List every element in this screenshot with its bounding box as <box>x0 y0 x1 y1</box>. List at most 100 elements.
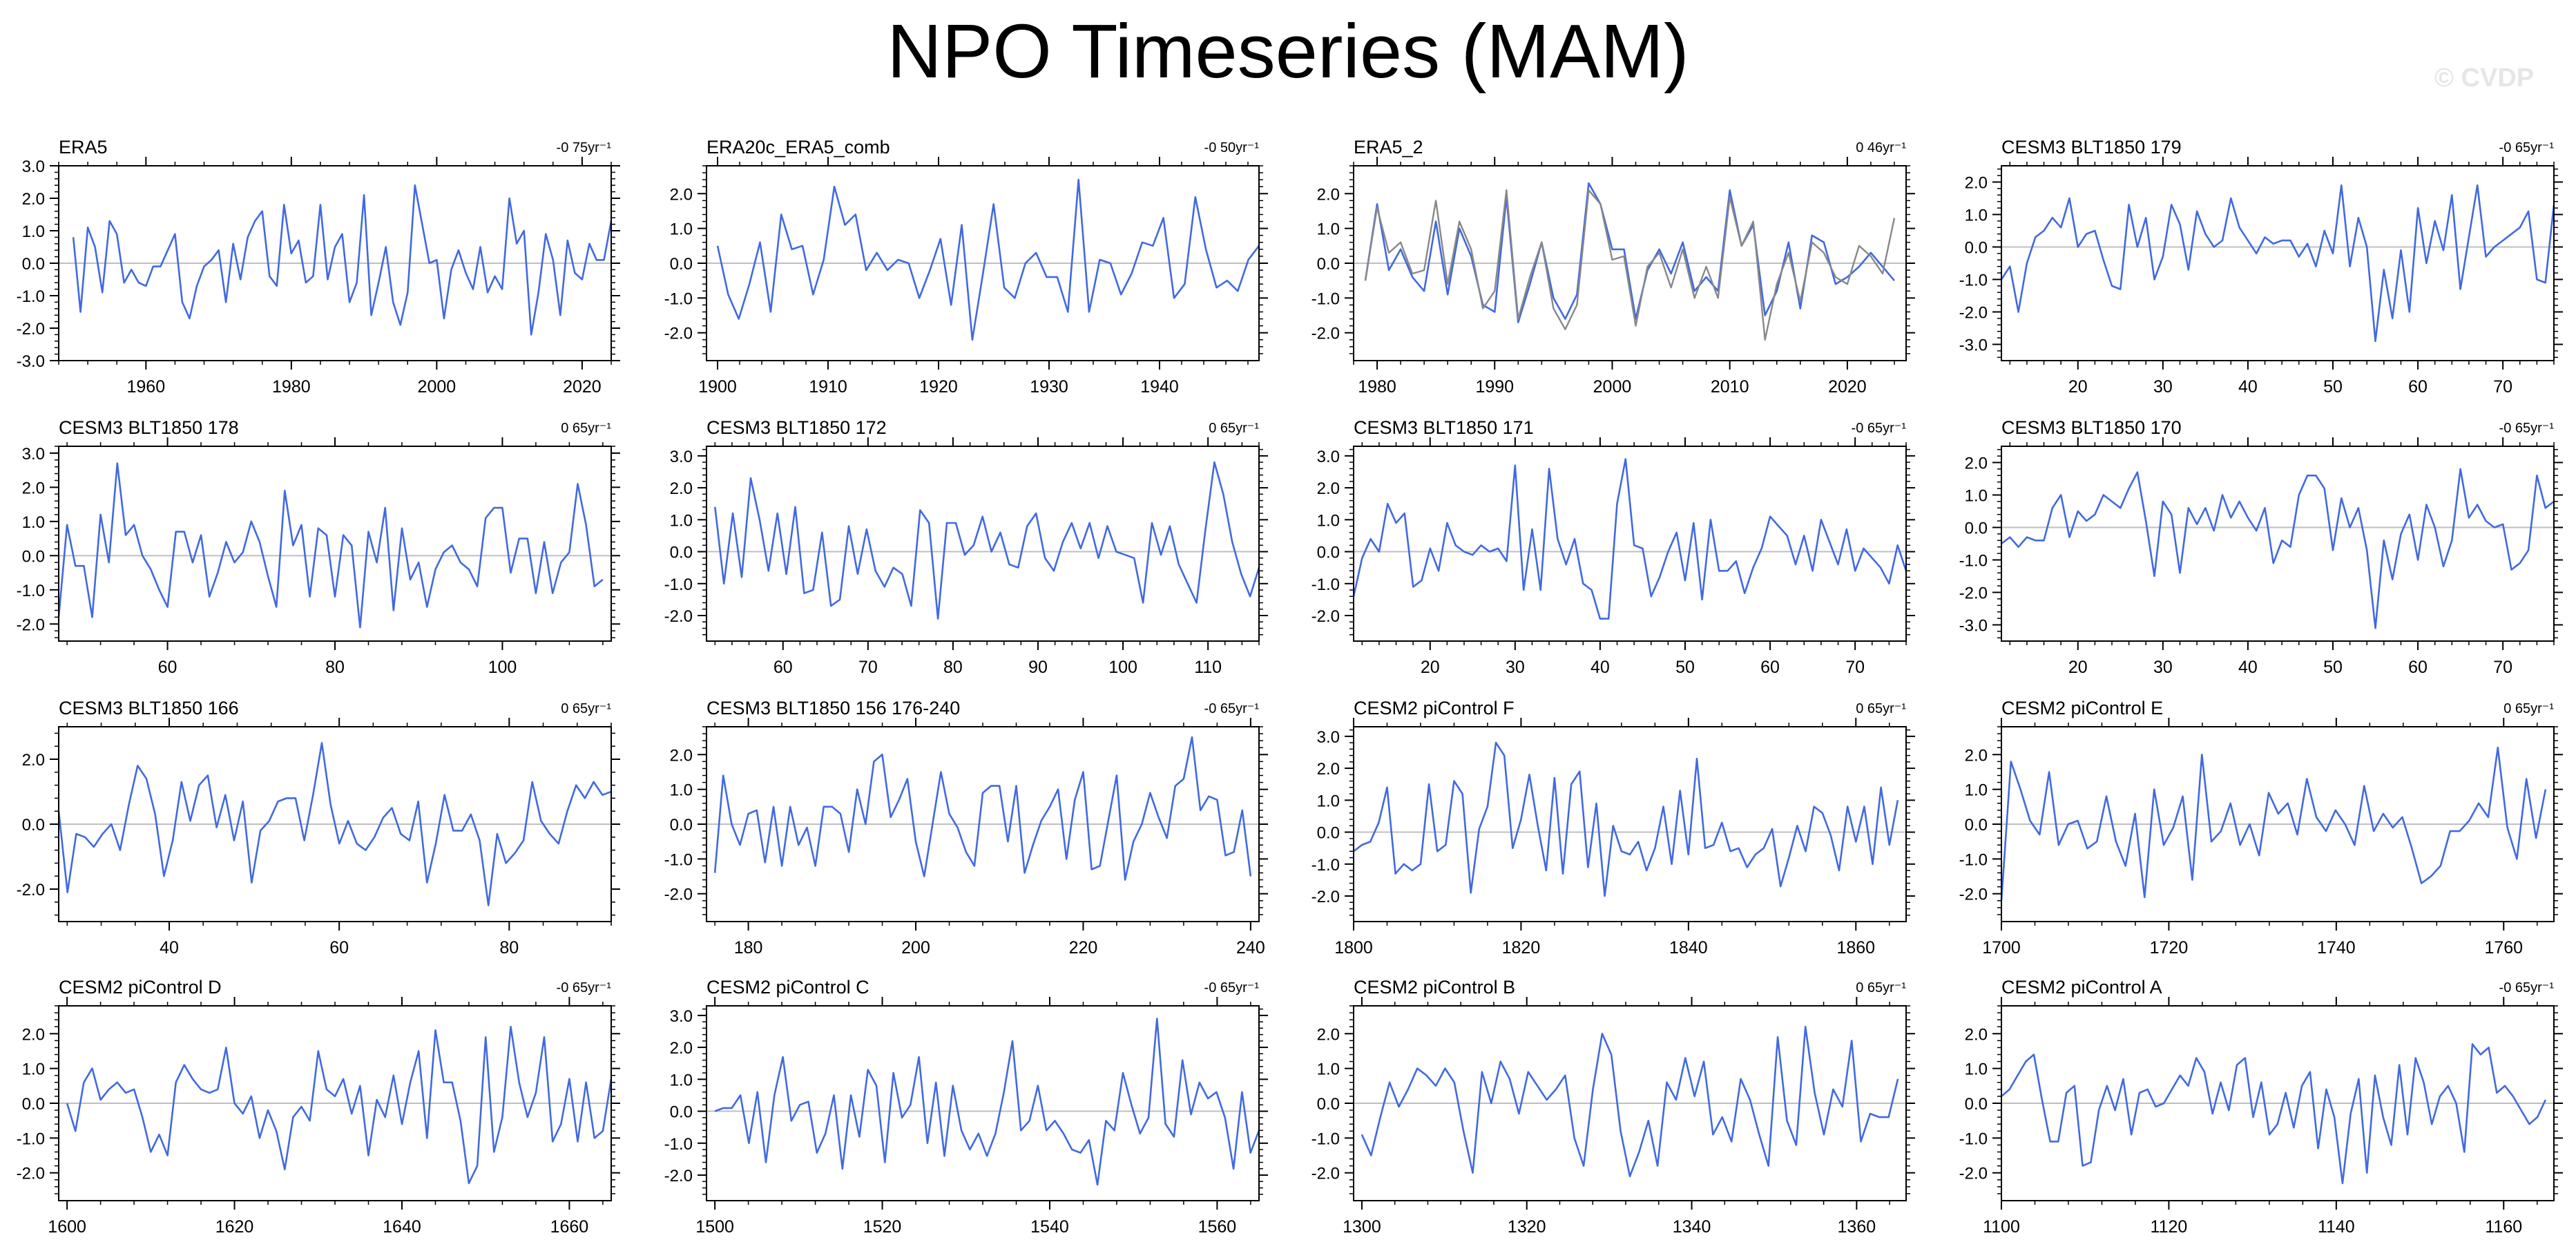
y-tick-label: 2.0 <box>670 479 693 498</box>
series-line <box>1361 1025 1899 1178</box>
plot-frame <box>1353 726 1907 922</box>
x-tick-label: 2000 <box>1593 377 1632 397</box>
x-tick-label: 1640 <box>383 1217 421 1237</box>
chart-panel: -2.0 -1.0 0.0 1.0 2.0 180 200 220 240 CESM3 BLT18… <box>664 698 1268 957</box>
chart-title: CESM2 piControl C <box>707 977 869 998</box>
series-line <box>1353 741 1899 897</box>
y-tick-label: -2.0 <box>1959 886 1988 904</box>
x-tick-label: 60 <box>158 658 177 677</box>
x-tick-label: 1120 <box>2151 1217 2188 1237</box>
series-line <box>713 736 1252 881</box>
y-tick-label: 2.0 <box>670 1039 693 1058</box>
chart-title: CESM3 BLT1850 179 <box>2001 137 2182 158</box>
trend-label: 0 65yr⁻¹ <box>561 701 611 716</box>
x-tick-label: 1840 <box>1669 938 1708 957</box>
y-tick-label: 0.0 <box>1317 824 1340 843</box>
y-tick-label: -2.0 <box>17 1165 45 1183</box>
chart-title: ERA20c_ERA5_comb <box>707 137 890 158</box>
y-tick-label: -1.0 <box>1959 850 1988 869</box>
y-tick-label: 3.0 <box>22 158 45 176</box>
chart-panel: -2.0 -1.0 0.0 1.0 2.0 3.0 20 30 40 50 60 70 CESM3 BL… <box>1311 417 1915 677</box>
chart-title: CESM2 piControl F <box>1354 698 1515 718</box>
y-tick-label: 1.0 <box>1965 1060 1988 1079</box>
x-tick-label: 40 <box>2238 377 2258 397</box>
y-tick-label: -2.0 <box>664 607 693 626</box>
x-tick-label: 90 <box>1028 658 1048 677</box>
trend-label: -0 65yr⁻¹ <box>1204 701 1260 716</box>
y-tick-label: -2.0 <box>1311 888 1340 906</box>
x-tick-label: 1760 <box>2484 938 2523 957</box>
y-tick-label: 2.0 <box>1965 1025 1988 1044</box>
x-tick-label: 30 <box>1506 658 1525 677</box>
trend-label: -0 50yr⁻¹ <box>1204 140 1260 155</box>
chart-panel: -2.0 -1.0 0.0 1.0 2.0 3.0 60 80 100 CESM3 BLT1850… <box>17 417 620 677</box>
x-tick-label: 1740 <box>2317 938 2356 957</box>
y-tick-label: 2.0 <box>1317 1025 1340 1044</box>
x-tick-label: 60 <box>2408 658 2428 677</box>
y-tick-label: 2.0 <box>22 751 45 770</box>
trend-label: -0 65yr⁻¹ <box>2499 980 2555 995</box>
series-line <box>2001 468 2555 629</box>
x-tick-label: 30 <box>2153 658 2173 677</box>
x-tick-label: 1560 <box>1198 1217 1237 1237</box>
x-tick-label: 70 <box>2493 658 2512 677</box>
y-tick-label: 2.0 <box>1965 746 1988 765</box>
x-tick-label: 50 <box>2323 658 2343 677</box>
trend-label: 0 65yr⁻¹ <box>1856 980 1906 995</box>
y-tick-label: 3.0 <box>670 448 693 466</box>
plot-frame <box>1353 446 1907 642</box>
series-line <box>716 178 1260 341</box>
x-tick-label: 1160 <box>2485 1217 2522 1237</box>
y-tick-label: 0.0 <box>22 255 45 274</box>
y-tick-label: 3.0 <box>1317 448 1340 466</box>
y-tick-label: 1.0 <box>670 511 693 530</box>
y-tick-label: -1.0 <box>1959 1130 1988 1148</box>
y-tick-label: 2.0 <box>1317 479 1340 498</box>
x-tick-label: 70 <box>2493 377 2512 397</box>
x-tick-label: 1910 <box>809 377 847 397</box>
trend-label: -0 75yr⁻¹ <box>557 140 612 155</box>
plot-frame <box>2001 165 2555 361</box>
x-tick-label: 60 <box>329 938 349 957</box>
chart-panel: -2.0 -1.0 0.0 1.0 2.0 3.0 60 70 80 90 100 110 CESM3 … <box>664 417 1268 677</box>
y-tick-label: -1.0 <box>1959 271 1988 290</box>
x-tick-label: 30 <box>2153 377 2173 397</box>
x-tick-label: 70 <box>858 658 878 677</box>
x-tick-label: 80 <box>325 658 345 677</box>
x-tick-label: 1800 <box>1334 938 1373 957</box>
x-tick-label: 60 <box>2408 377 2428 397</box>
chart-panel: -3.0 -2.0 -1.0 0.0 1.0 2.0 3.0 1960 1980 2000 2020… <box>17 137 620 397</box>
chart-panel: -2.0 -1.0 0.0 1.0 2.0 1600 1620 1640 1660 CESM2 p… <box>17 977 620 1237</box>
y-tick-label: -1.0 <box>1311 856 1340 875</box>
x-tick-label: 220 <box>1069 938 1098 957</box>
x-tick-label: 1600 <box>48 1217 86 1237</box>
x-tick-label: 1360 <box>1838 1217 1876 1237</box>
x-tick-label: 2020 <box>1828 377 1867 397</box>
y-tick-label: 0.0 <box>22 547 45 566</box>
y-tick-label: 2.0 <box>670 185 693 204</box>
y-tick-label: 1.0 <box>1965 207 1988 225</box>
trend-label: -0 65yr⁻¹ <box>1204 980 1260 995</box>
trend-label: -0 65yr⁻¹ <box>2499 421 2555 436</box>
y-tick-label: -2.0 <box>664 325 693 343</box>
x-tick-label: 1960 <box>127 377 166 397</box>
trend-label: 0 65yr⁻¹ <box>1209 421 1259 436</box>
secondary-series-line <box>1364 189 1896 341</box>
y-tick-label: 0.0 <box>670 1103 693 1122</box>
x-tick-label: 80 <box>499 938 519 957</box>
y-tick-label: -1.0 <box>664 1135 693 1154</box>
y-tick-label: -1.0 <box>1311 1130 1340 1148</box>
x-tick-label: 60 <box>1760 658 1780 677</box>
y-tick-label: 2.0 <box>670 746 693 765</box>
x-tick-label: 2010 <box>1711 377 1749 397</box>
y-tick-label: 0.0 <box>1965 520 1988 538</box>
series-line <box>2000 184 2555 343</box>
y-tick-label: 0.0 <box>1317 1095 1340 1114</box>
x-tick-label: 1100 <box>1983 1217 2020 1237</box>
chart-title: CESM3 BLT1850 170 <box>2001 417 2182 438</box>
y-tick-label: 1.0 <box>670 1071 693 1089</box>
y-tick-label: 2.0 <box>22 190 45 209</box>
y-tick-label: 2.0 <box>1317 760 1340 779</box>
y-tick-label: 3.0 <box>670 1007 693 1026</box>
